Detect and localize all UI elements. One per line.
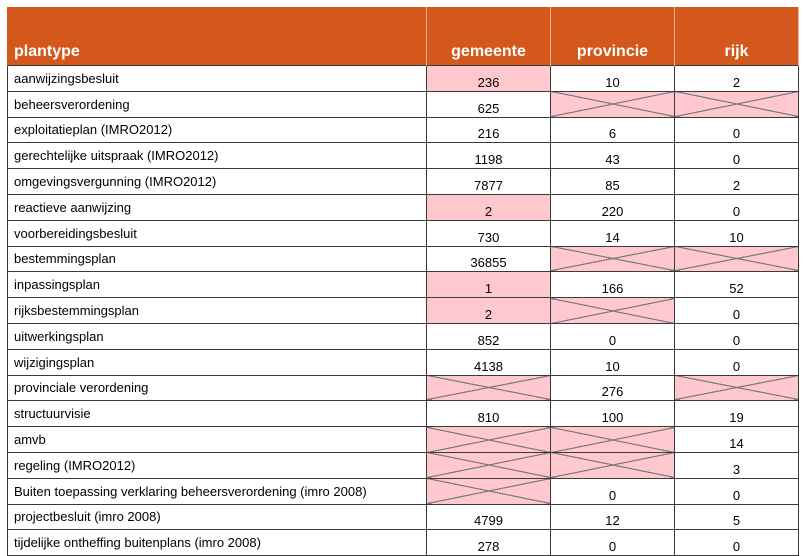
cell-provincie: 220 bbox=[550, 193, 675, 221]
table-row: amvb 14 bbox=[7, 426, 799, 453]
table-row: Buiten toepassing verklaring beheersvero… bbox=[7, 477, 799, 505]
cell-gemeente: 4799 bbox=[426, 503, 551, 531]
table-row: inpassingsplan 1 166 52 bbox=[7, 271, 799, 299]
cell-provincie: 43 bbox=[550, 142, 675, 170]
cell-gemeente-crossed bbox=[426, 477, 551, 505]
row-label: aanwijzingsbesluit bbox=[7, 65, 427, 92]
table-row: provinciale verordening 276 bbox=[7, 374, 799, 402]
table-row: voorbereidingsbesluit 730 14 10 bbox=[7, 219, 799, 247]
cell-gemeente: 730 bbox=[426, 219, 551, 247]
header-rijk: rijk bbox=[674, 7, 799, 66]
cell-provincie: 85 bbox=[550, 168, 675, 195]
row-label: amvb bbox=[7, 426, 427, 453]
cell-gemeente: 236 bbox=[426, 65, 551, 92]
header-plantype: plantype bbox=[7, 7, 427, 66]
header-gemeente: gemeente bbox=[426, 7, 551, 66]
cell-provincie: 10 bbox=[550, 65, 675, 92]
table-row: beheersverordening 625 bbox=[7, 90, 799, 118]
cell-rijk: 2 bbox=[674, 168, 799, 195]
cell-rijk: 10 bbox=[674, 219, 799, 247]
table-row: gerechtelijke uitspraak (IMRO2012) 1198 … bbox=[7, 142, 799, 170]
table-row: rijksbestemmingsplan 2 0 bbox=[7, 297, 799, 324]
cell-provincie-crossed bbox=[550, 90, 675, 118]
table-row: aanwijzingsbesluit 236 10 2 bbox=[7, 65, 799, 92]
cell-rijk: 0 bbox=[674, 297, 799, 324]
cell-rijk: 0 bbox=[674, 193, 799, 221]
row-label: rijksbestemmingsplan bbox=[7, 297, 427, 324]
cell-gemeente: 625 bbox=[426, 90, 551, 118]
cell-gemeente: 4138 bbox=[426, 348, 551, 376]
row-label: reactieve aanwijzing bbox=[7, 193, 427, 221]
row-label: wijzigingsplan bbox=[7, 348, 427, 376]
cell-rijk: 5 bbox=[674, 503, 799, 531]
cell-rijk-crossed bbox=[674, 90, 799, 118]
cell-rijk: 0 bbox=[674, 348, 799, 376]
row-label: structuurvisie bbox=[7, 400, 427, 428]
cell-gemeente: 1198 bbox=[426, 142, 551, 170]
row-label: projectbesluit (imro 2008) bbox=[7, 503, 427, 531]
table-row: exploitatieplan (IMRO2012) 216 6 0 bbox=[7, 116, 799, 144]
cell-gemeente-crossed bbox=[426, 451, 551, 479]
row-label: provinciale verordening bbox=[7, 374, 427, 402]
cell-rijk: 0 bbox=[674, 322, 799, 350]
cell-gemeente: 810 bbox=[426, 400, 551, 428]
cell-provincie: 166 bbox=[550, 271, 675, 299]
row-label: regeling (IMRO2012) bbox=[7, 451, 427, 479]
cell-rijk: 0 bbox=[674, 116, 799, 144]
cell-gemeente: 36855 bbox=[426, 245, 551, 273]
row-label: voorbereidingsbesluit bbox=[7, 219, 427, 247]
row-label: omgevingsvergunning (IMRO2012) bbox=[7, 168, 427, 195]
cell-rijk: 0 bbox=[674, 142, 799, 170]
row-label: uitwerkingsplan bbox=[7, 322, 427, 350]
cell-provincie-crossed bbox=[550, 451, 675, 479]
cell-provincie: 100 bbox=[550, 400, 675, 428]
cell-provincie: 0 bbox=[550, 477, 675, 505]
cell-rijk: 19 bbox=[674, 400, 799, 428]
header-provincie: provincie bbox=[550, 7, 675, 66]
table-row: omgevingsvergunning (IMRO2012) 7877 85 2 bbox=[7, 168, 799, 195]
cell-gemeente-crossed bbox=[426, 374, 551, 402]
cell-provincie-crossed bbox=[550, 426, 675, 453]
cell-rijk-crossed bbox=[674, 374, 799, 402]
cell-rijk: 2 bbox=[674, 65, 799, 92]
table-row: bestemmingsplan 36855 bbox=[7, 245, 799, 273]
table-row: structuurvisie 810 100 19 bbox=[7, 400, 799, 428]
row-label: inpassingsplan bbox=[7, 271, 427, 299]
header-row: plantype gemeente provincie rijk bbox=[7, 7, 799, 66]
row-label: gerechtelijke uitspraak (IMRO2012) bbox=[7, 142, 427, 170]
plantype-table: plantype gemeente provincie rijk aanwijz… bbox=[7, 7, 799, 556]
cell-provincie-crossed bbox=[550, 297, 675, 324]
table-row: uitwerkingsplan 852 0 0 bbox=[7, 322, 799, 350]
cell-gemeente: 2 bbox=[426, 193, 551, 221]
cell-provincie: 12 bbox=[550, 503, 675, 531]
cell-provincie: 14 bbox=[550, 219, 675, 247]
cell-gemeente: 852 bbox=[426, 322, 551, 350]
cell-provincie: 6 bbox=[550, 116, 675, 144]
table-row: wijzigingsplan 4138 10 0 bbox=[7, 348, 799, 376]
cell-provincie-crossed bbox=[550, 245, 675, 273]
row-label: exploitatieplan (IMRO2012) bbox=[7, 116, 427, 144]
cell-provincie: 0 bbox=[550, 322, 675, 350]
row-label: beheersverordening bbox=[7, 90, 427, 118]
row-label: bestemmingsplan bbox=[7, 245, 427, 273]
cell-gemeente-crossed bbox=[426, 426, 551, 453]
table-row: reactieve aanwijzing 2 220 0 bbox=[7, 193, 799, 221]
cell-gemeente: 2 bbox=[426, 297, 551, 324]
cell-rijk: 52 bbox=[674, 271, 799, 299]
cell-provincie: 10 bbox=[550, 348, 675, 376]
table-row: projectbesluit (imro 2008) 4799 12 5 bbox=[7, 503, 799, 531]
row-label: Buiten toepassing verklaring beheersvero… bbox=[7, 477, 427, 505]
cell-rijk: 3 bbox=[674, 451, 799, 479]
table-row: regeling (IMRO2012) 3 bbox=[7, 451, 799, 479]
cell-provincie: 276 bbox=[550, 374, 675, 402]
cell-gemeente: 216 bbox=[426, 116, 551, 144]
cell-rijk-crossed bbox=[674, 245, 799, 273]
cell-rijk: 0 bbox=[674, 477, 799, 505]
cell-rijk: 14 bbox=[674, 426, 799, 453]
cell-gemeente: 7877 bbox=[426, 168, 551, 195]
cell-gemeente: 1 bbox=[426, 271, 551, 299]
